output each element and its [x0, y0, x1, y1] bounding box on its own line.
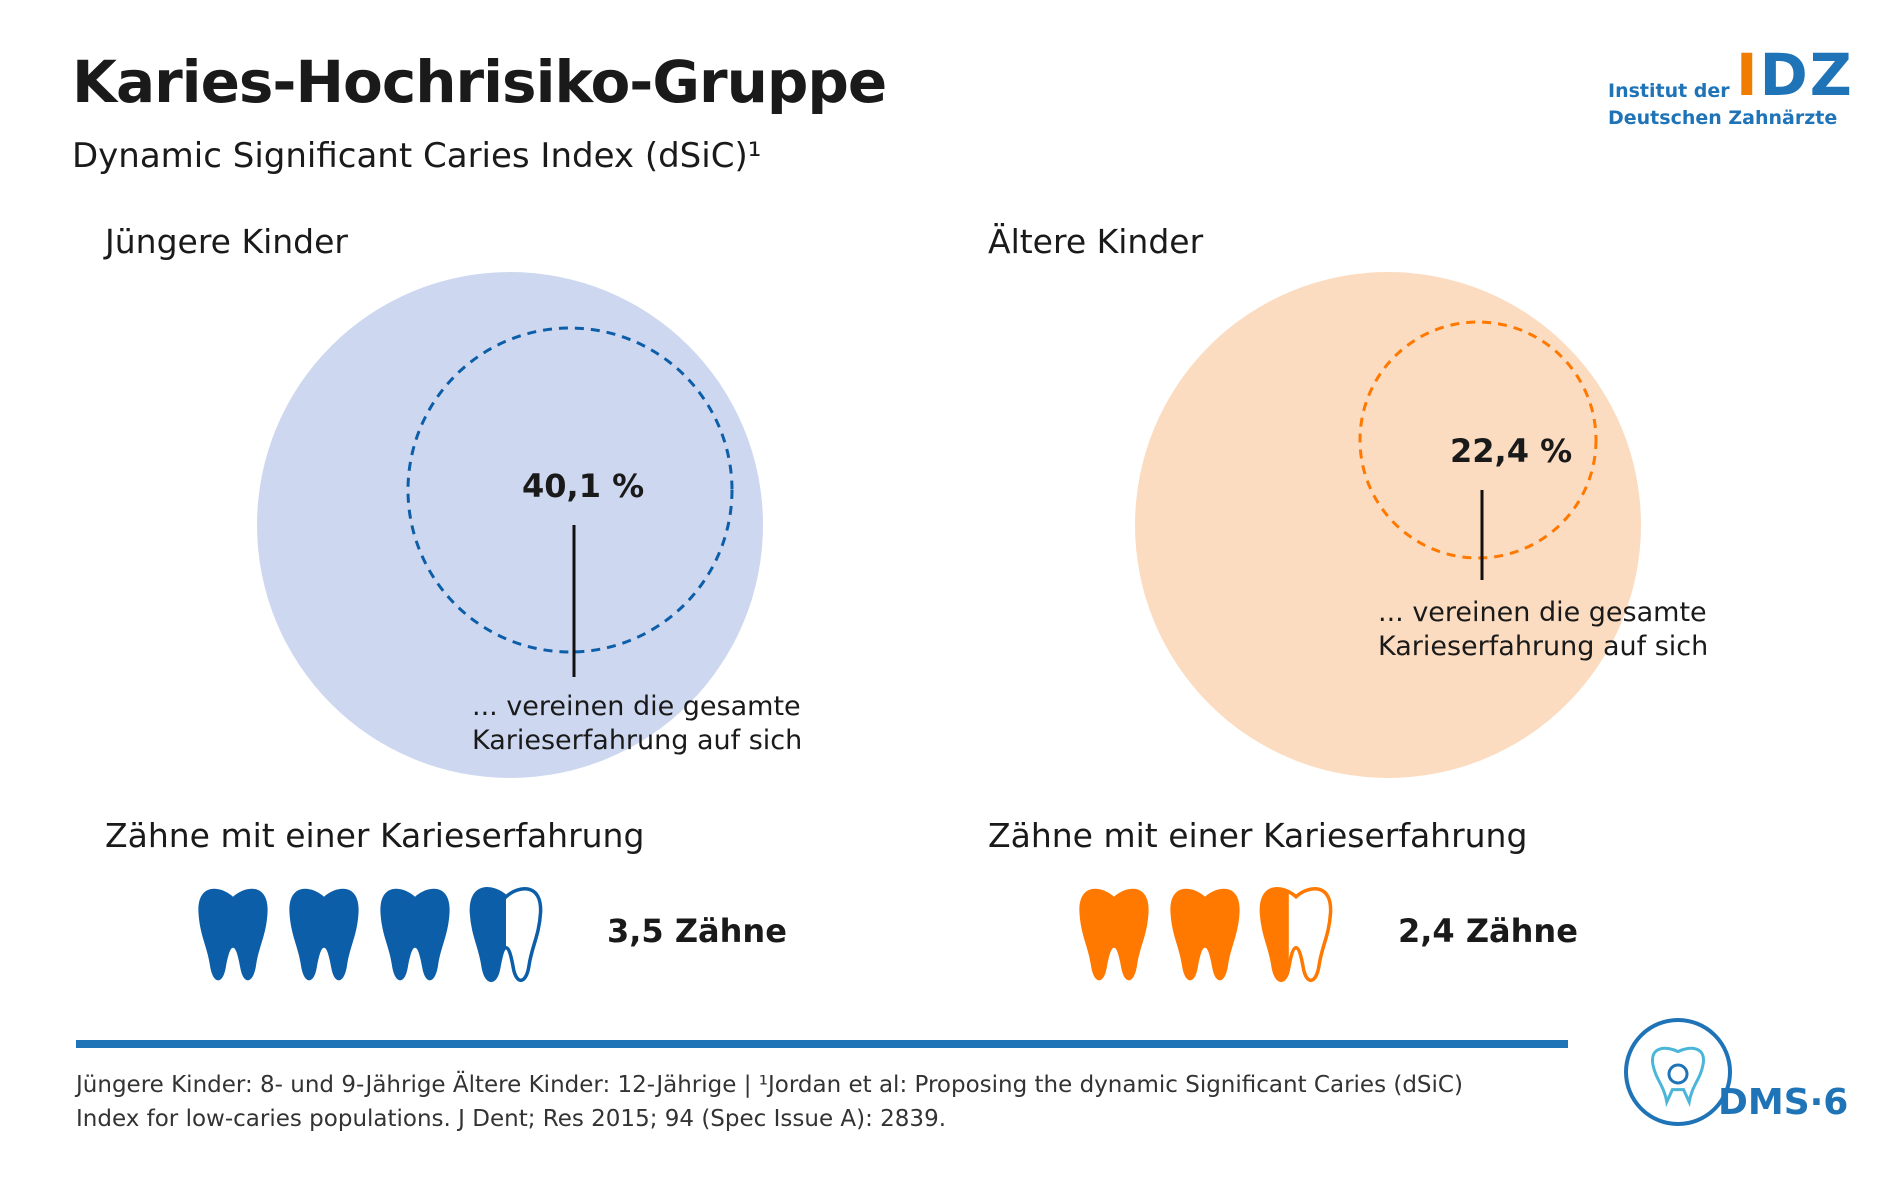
caption-old-line-1: ... vereinen die gesamte [1378, 597, 1707, 628]
tooth-young-4-partial-fill [471, 888, 506, 981]
tooth-young-2 [289, 888, 359, 981]
footnote: Jüngere Kinder: 8- und 9-Jährige Ältere … [76, 1068, 1463, 1136]
tooth-old-2 [1170, 888, 1240, 981]
bubble-inner-young [406, 326, 734, 654]
group-heading-old: Ältere Kinder [988, 222, 1204, 261]
footnote-line-2: Index for low-caries populations. J Dent… [76, 1106, 947, 1132]
teeth-heading-old: Zähne mit einer Karieserfahrung [988, 816, 1528, 855]
group-heading-young: Jüngere Kinder [105, 222, 348, 261]
dms-tooth-icon [1651, 1046, 1705, 1108]
logo-mark-i: I [1736, 41, 1760, 109]
logo-mark-dz: DZ [1759, 41, 1854, 109]
tooth-young-3 [380, 888, 450, 981]
caption-young-line-1: ... vereinen die gesamte [472, 691, 801, 722]
teeth-count-old: 2,4 Zähne [1398, 912, 1578, 950]
caption-old-line-2: Karieserfahrung auf sich [1378, 631, 1709, 662]
page-subtitle: Dynamic Significant Caries Index (dSiC)¹ [72, 136, 762, 176]
dms-badge-text: DMS·6 [1718, 1082, 1849, 1123]
dms-probe-icon [1667, 1063, 1689, 1085]
dms-badge-ring [1624, 1018, 1732, 1126]
bubble-inner-old [1358, 320, 1598, 560]
tooth-old-3-outline [1259, 887, 1333, 983]
share-label-old: 22,4 % [1450, 432, 1573, 470]
logo-line-2: Deutschen Zahnärzte [1608, 107, 1838, 129]
bubble-outer-young [257, 272, 763, 778]
idz-logo-text: Institut der Deutschen Zahnärzte [1608, 78, 1837, 132]
tooth-old-1 [1079, 888, 1149, 981]
tooth-old-3-partial-fill [1261, 888, 1289, 981]
caption-young: ... vereinen die gesamte Karieserfahrung… [472, 690, 802, 758]
bubble-outer-old [1135, 272, 1641, 778]
page-title: Karies-Hochrisiko-Gruppe [72, 48, 887, 116]
tooth-young-1 [198, 888, 268, 981]
tooth-young-4-outline [469, 887, 543, 983]
caption-old: ... vereinen die gesamte Karieserfahrung… [1378, 596, 1708, 664]
teeth-count-young: 3,5 Zähne [607, 912, 787, 950]
caption-young-line-2: Karieserfahrung auf sich [472, 725, 803, 756]
footer-rule [76, 1040, 1568, 1048]
teeth-heading-young: Zähne mit einer Karieserfahrung [105, 816, 645, 855]
share-label-young: 40,1 % [522, 467, 645, 505]
footnote-line-1: Jüngere Kinder: 8- und 9-Jährige Ältere … [76, 1072, 1463, 1098]
logo-line-1: Institut der [1608, 80, 1730, 102]
idz-logo-mark: IDZ [1736, 46, 1854, 104]
